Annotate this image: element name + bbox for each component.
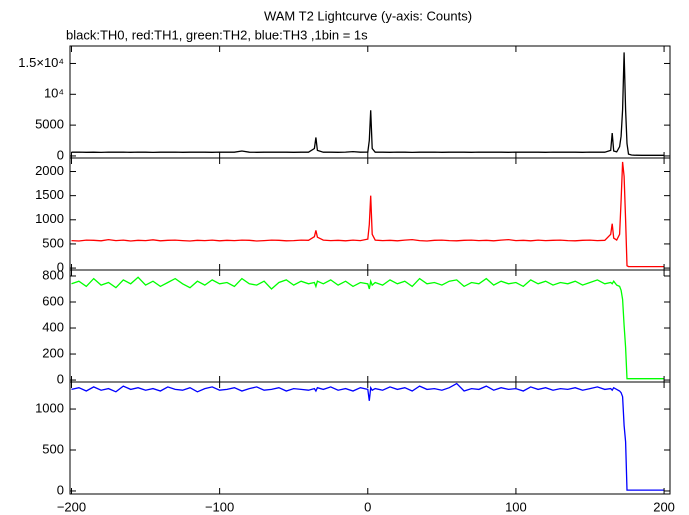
- x-tick-label: −200: [57, 499, 86, 514]
- light-curve: [71, 276, 665, 380]
- x-tick-label: 200: [653, 499, 675, 514]
- x-tick-label: 100: [505, 499, 527, 514]
- light-curve: [71, 382, 665, 491]
- y-tick-label: 200: [42, 345, 64, 360]
- y-tick-label: 600: [42, 293, 64, 308]
- y-tick-label: 10⁴: [44, 86, 64, 101]
- y-tick-label: 2000: [35, 163, 64, 178]
- chart-subtitle: black:TH0, red:TH1, green:TH2, blue:TH3 …: [66, 27, 368, 42]
- y-tick-label: 0: [57, 482, 64, 497]
- chart-title: WAM T2 Lightcurve (y-axis: Counts): [264, 8, 472, 23]
- y-tick-label: 800: [42, 267, 64, 282]
- y-tick-label: 1.5×10⁴: [18, 55, 64, 70]
- y-tick-label: 0: [57, 371, 64, 386]
- y-tick-label: 5000: [35, 117, 64, 132]
- x-tick-label: −100: [205, 499, 234, 514]
- y-tick-label: 1000: [35, 400, 64, 415]
- y-tick-label: 400: [42, 319, 64, 334]
- y-tick-label: 500: [42, 235, 64, 250]
- light-curve: [71, 161, 665, 268]
- y-tick-label: 1500: [35, 187, 64, 202]
- panel-frame: [69, 45, 671, 159]
- y-tick-label: 500: [42, 441, 64, 456]
- x-tick-label: 0: [364, 499, 371, 514]
- y-tick-label: 0: [57, 260, 64, 275]
- y-tick-label: 0: [57, 147, 64, 162]
- light-curve: [71, 52, 665, 156]
- y-tick-label: 1000: [35, 211, 64, 226]
- panel-frame: [69, 381, 671, 495]
